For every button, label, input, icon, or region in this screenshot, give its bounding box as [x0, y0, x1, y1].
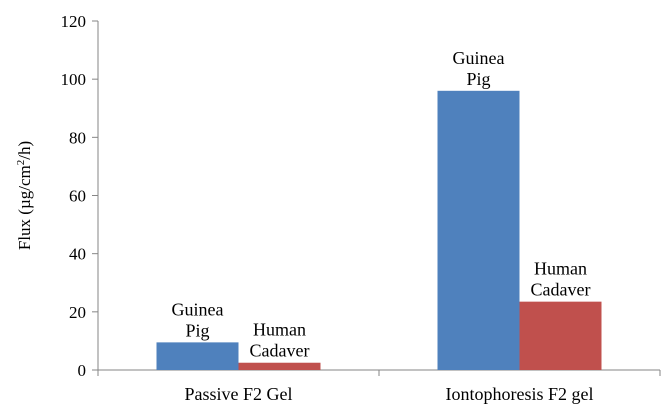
- x-axis-ticks: [97, 370, 661, 376]
- y-tick-label: 20: [69, 303, 86, 322]
- bar-data-label-line: Guinea: [453, 48, 505, 68]
- bar-data-label-line: Pig: [185, 320, 209, 340]
- y-tick-label: 0: [78, 361, 87, 380]
- x-category-label: Iontophoresis F2 gel: [446, 384, 594, 404]
- y-tick-label: 40: [69, 245, 86, 264]
- bar-data-label: Human Cadaver: [531, 259, 591, 300]
- bar-data-label-line: Guinea: [172, 299, 224, 319]
- y-tick-label: 80: [69, 128, 86, 147]
- x-category-label: Passive F2 Gel: [185, 384, 293, 404]
- y-tick-label: 100: [61, 70, 87, 89]
- bar-human-cadaver: [519, 301, 602, 370]
- bar-data-label: Human Cadaver: [250, 320, 310, 361]
- y-axis-ticks: 0 20 40 60 80 100 120: [61, 12, 98, 380]
- y-axis-title-text: Flux (µg/cm2/h): [15, 141, 34, 250]
- bar-human-cadaver: [238, 362, 321, 370]
- y-tick-label: 120: [61, 12, 87, 31]
- y-tick-label: 60: [69, 187, 86, 206]
- bar-data-label-line: Human: [534, 259, 587, 279]
- bars: [156, 90, 602, 371]
- bar-data-label-line: Cadaver: [531, 280, 591, 300]
- bar-data-label-line: Human: [253, 320, 306, 340]
- bar-data-label-line: Pig: [466, 69, 490, 89]
- category-labels: Passive F2 Gel Iontophoresis F2 gel: [185, 384, 594, 404]
- bar-guinea-pig: [437, 90, 520, 371]
- bar-data-label: Guinea Pig: [453, 48, 505, 89]
- y-axis-title: Flux (µg/cm2/h): [15, 141, 34, 250]
- bar-data-label: Guinea Pig: [172, 299, 224, 340]
- bar-guinea-pig: [156, 342, 239, 370]
- bar-data-label-line: Cadaver: [250, 341, 310, 361]
